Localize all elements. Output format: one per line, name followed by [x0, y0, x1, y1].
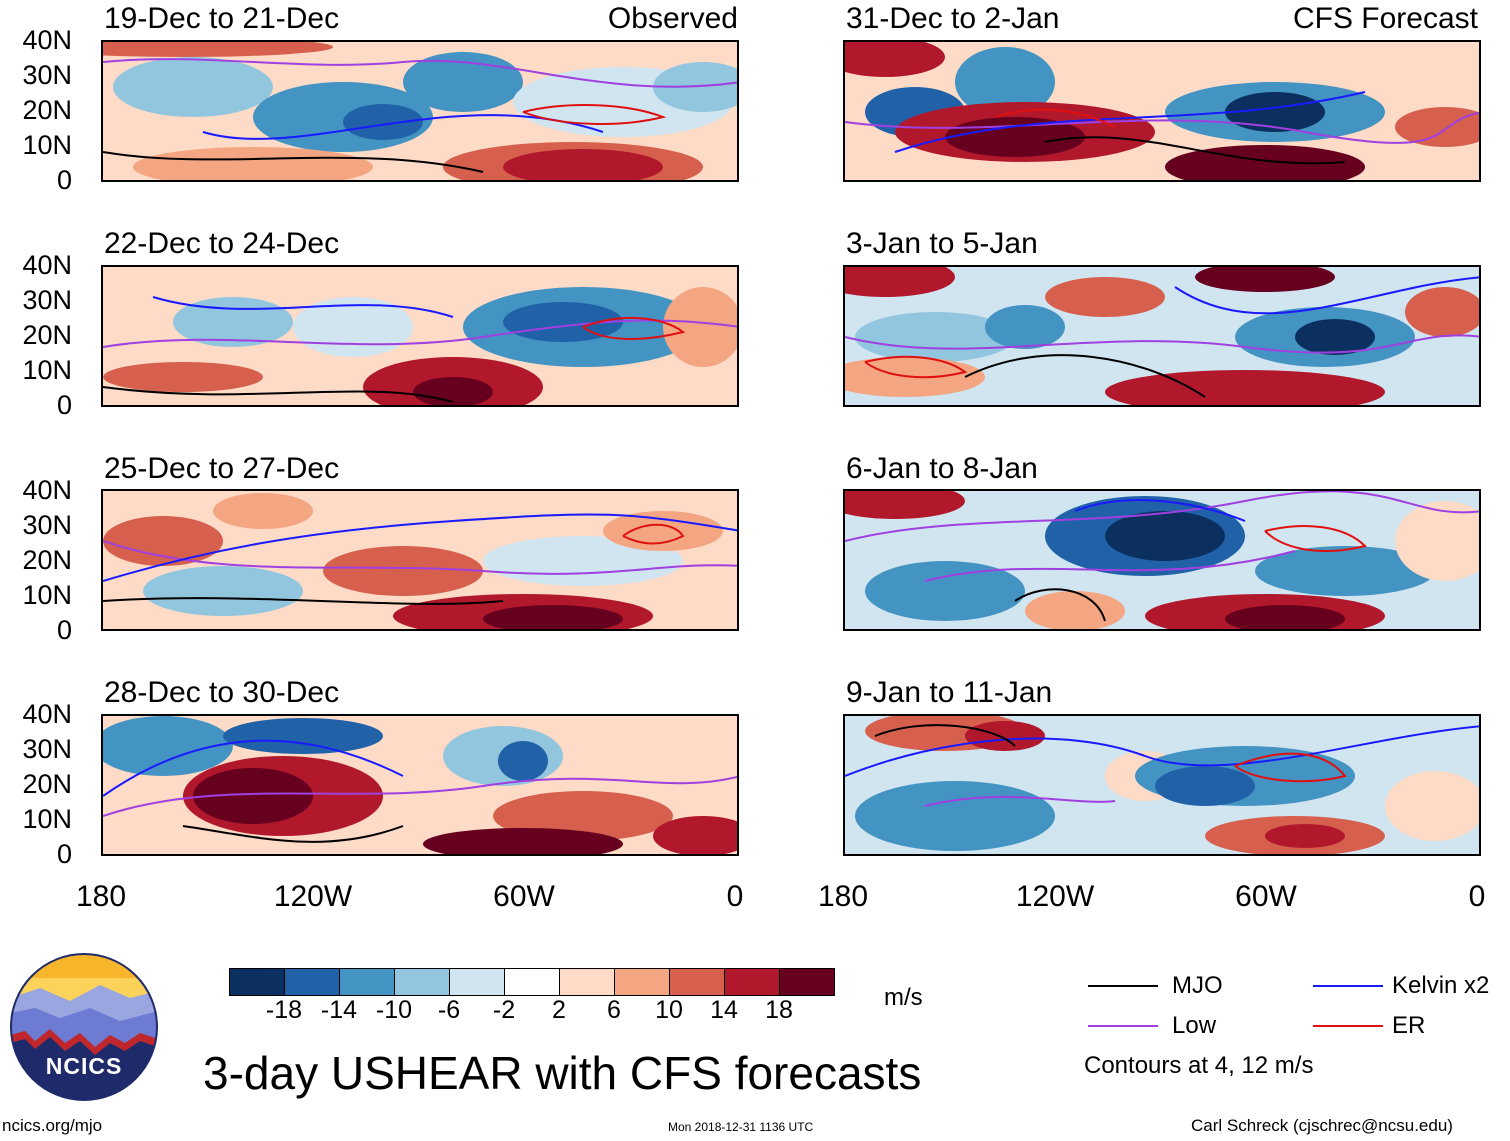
- colorbar-units: m/s: [884, 984, 923, 1011]
- lat-tick: 30N: [22, 285, 72, 315]
- colorbar-label: -18: [265, 996, 303, 1024]
- lon-tick: 0: [1468, 880, 1486, 913]
- legend-line-er: [1313, 1025, 1383, 1027]
- colorbar-swatch: [505, 969, 560, 995]
- lat-tick: 0: [56, 390, 72, 420]
- colorbar-label: 10: [655, 996, 683, 1024]
- map-panel-forecast-3: [843, 489, 1481, 631]
- colorbar-label: 14: [710, 996, 738, 1024]
- colorbar-swatch: [395, 969, 450, 995]
- colorbar-swatch: [670, 969, 725, 995]
- map-panel-forecast-4: [843, 714, 1481, 856]
- shear-field: [103, 267, 737, 405]
- lat-tick: 10N: [22, 804, 72, 834]
- colorbar-swatch: [725, 969, 780, 995]
- map-panel-observed-3: [101, 489, 739, 631]
- figure-title: 3-day USHEAR with CFS forecasts: [203, 1047, 922, 1099]
- ncics-logo-graphic: [10, 953, 158, 1101]
- lat-tick: 10N: [22, 130, 72, 160]
- legend-label-er: ER: [1392, 1012, 1426, 1039]
- panel-title-right-2: 3-Jan to 5-Jan: [846, 227, 1038, 260]
- map-panel-forecast-1: [843, 40, 1481, 182]
- map-panel-observed-4: [101, 714, 739, 856]
- colorbar-label: -6: [437, 996, 461, 1024]
- map-panel-observed-1: [101, 40, 739, 182]
- colorbar-swatch: [285, 969, 340, 995]
- colorbar: [229, 968, 835, 996]
- panel-title-left-2: 22-Dec to 24-Dec: [104, 227, 340, 260]
- lon-tick: 60W: [1235, 880, 1297, 913]
- lat-tick: 40N: [22, 250, 72, 280]
- lon-tick: 120W: [1015, 880, 1095, 913]
- colorbar-swatch: [615, 969, 670, 995]
- lon-tick: 0: [726, 880, 744, 913]
- colorbar-swatch: [450, 969, 505, 995]
- lat-tick: 10N: [22, 355, 72, 385]
- panel-title-left-1: 19-Dec to 21-Dec: [104, 2, 340, 35]
- colorbar-label: -10: [375, 996, 413, 1024]
- legend-line-low: [1088, 1025, 1158, 1027]
- observed-label: Observed: [607, 2, 738, 35]
- colorbar-label: -2: [492, 996, 516, 1024]
- colorbar-label: 6: [607, 996, 621, 1024]
- shear-field: [103, 716, 737, 854]
- panel-title-right-3: 6-Jan to 8-Jan: [846, 452, 1038, 485]
- colorbar-label: 18: [765, 996, 793, 1024]
- ncics-logo-text: NCICS: [45, 1053, 123, 1079]
- lat-tick: 30N: [22, 734, 72, 764]
- shear-field: [845, 716, 1479, 854]
- map-panel-forecast-2: [843, 265, 1481, 407]
- lat-tick: 0: [56, 165, 72, 195]
- lat-tick: 0: [56, 839, 72, 869]
- colorbar-label: -14: [320, 996, 358, 1024]
- shear-field: [845, 42, 1479, 180]
- timestamp: Mon 2018-12-31 1136 UTC: [668, 1120, 814, 1134]
- contours-note: Contours at 4, 12 m/s: [1084, 1052, 1314, 1079]
- panel-title-right-4: 9-Jan to 11-Jan: [846, 676, 1053, 709]
- colorbar-swatch: [560, 969, 615, 995]
- legend-label-kelvin: Kelvin x2: [1392, 972, 1490, 999]
- legend-line-kelvin: [1313, 985, 1383, 987]
- colorbar-swatch: [780, 969, 834, 995]
- shear-field: [103, 42, 737, 180]
- lon-tick: 180: [75, 880, 127, 913]
- lat-tick: 20N: [22, 545, 72, 575]
- author-credit: Carl Schreck (cjschrec@ncsu.edu): [1191, 1116, 1453, 1135]
- lat-tick: 40N: [22, 699, 72, 729]
- lat-tick: 30N: [22, 60, 72, 90]
- lat-tick: 20N: [22, 95, 72, 125]
- legend-label-mjo: MJO: [1172, 972, 1223, 999]
- lat-tick: 10N: [22, 580, 72, 610]
- shear-field: [845, 491, 1479, 629]
- shear-field: [845, 267, 1479, 405]
- lat-tick: 40N: [22, 475, 72, 505]
- panel-title-left-3: 25-Dec to 27-Dec: [104, 452, 340, 485]
- panel-title-right-1: 31-Dec to 2-Jan: [846, 2, 1060, 35]
- lat-tick: 40N: [22, 25, 72, 55]
- lat-tick: 30N: [22, 510, 72, 540]
- map-panel-observed-2: [101, 265, 739, 407]
- lat-tick: 20N: [22, 769, 72, 799]
- colorbar-label: 2: [552, 996, 566, 1024]
- ncics-logo: NCICS: [10, 953, 158, 1101]
- lon-tick: 180: [817, 880, 869, 913]
- forecast-label: CFS Forecast: [1292, 2, 1478, 35]
- site-url[interactable]: ncics.org/mjo: [2, 1116, 103, 1135]
- lon-tick: 120W: [273, 880, 353, 913]
- lat-tick: 20N: [22, 320, 72, 350]
- lat-tick: 0: [56, 615, 72, 645]
- legend-line-mjo: [1088, 985, 1158, 987]
- colorbar-swatch: [230, 969, 285, 995]
- panel-title-left-4: 28-Dec to 30-Dec: [104, 676, 340, 709]
- legend-label-low: Low: [1172, 1012, 1217, 1039]
- colorbar-swatch: [340, 969, 395, 995]
- lon-tick: 60W: [493, 880, 555, 913]
- shear-field: [103, 491, 737, 629]
